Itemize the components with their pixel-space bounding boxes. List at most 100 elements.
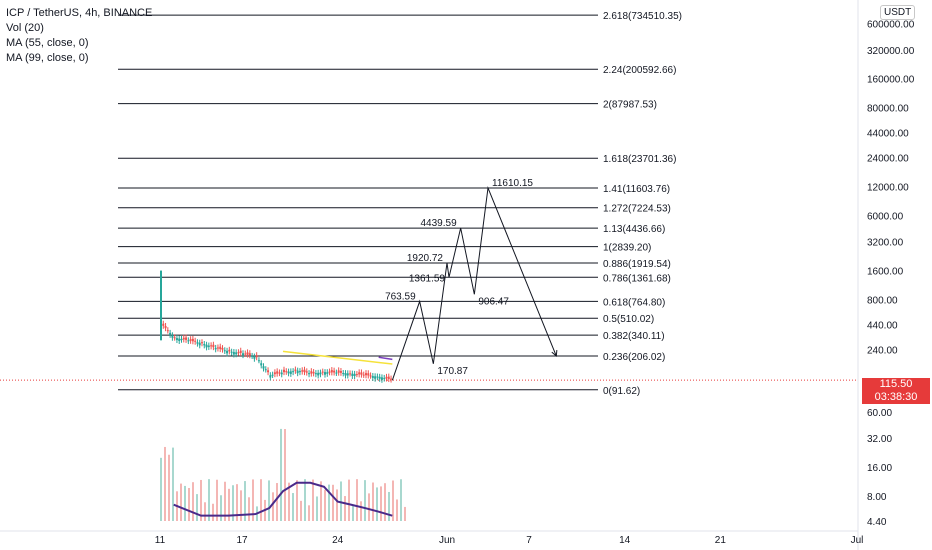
price-axis-tick-label: 1200000.00 xyxy=(867,0,920,2)
fib-level-label: 1.272(7224.53) xyxy=(603,204,671,215)
volume-bar xyxy=(392,480,394,521)
candle-body xyxy=(346,373,349,376)
volume-bar xyxy=(300,500,302,521)
candle-body xyxy=(324,372,326,375)
candle-body xyxy=(230,351,233,353)
candle-body xyxy=(374,376,377,379)
volume-axis-tick-label: 4.40 xyxy=(867,517,887,528)
candle-body xyxy=(237,352,240,354)
candle-body xyxy=(246,352,249,355)
candle-body xyxy=(210,345,213,347)
projection-point-label: 4439.59 xyxy=(421,218,458,229)
fib-level-label: 0.886(1919.54) xyxy=(603,259,671,270)
candle-body xyxy=(212,344,215,348)
candle-body xyxy=(201,342,203,344)
candle-body xyxy=(260,363,263,366)
volume-bar xyxy=(204,502,206,521)
volume-bar xyxy=(372,482,374,521)
volume-bar xyxy=(340,481,342,521)
time-axis-tick-label: 17 xyxy=(236,535,248,546)
projection-arrow-head xyxy=(551,349,558,358)
candle-body xyxy=(189,339,192,341)
candle-body xyxy=(296,370,299,374)
candle-body xyxy=(178,338,181,342)
candle-body xyxy=(214,347,217,350)
candle-body xyxy=(385,376,388,379)
price-axis-tick-label: 24000.00 xyxy=(867,154,909,165)
volume-bar xyxy=(220,495,222,521)
volume-bar xyxy=(396,499,398,521)
projection-point-label: 170.87 xyxy=(437,366,468,377)
fib-level-label: 0.382(340.11) xyxy=(603,331,665,342)
volume-axis-tick-label: 8.00 xyxy=(867,492,887,503)
candle-body xyxy=(269,375,272,378)
volume-bar xyxy=(276,483,278,521)
candle-body xyxy=(335,372,338,374)
volume-bar xyxy=(304,479,306,521)
volume-bar xyxy=(356,479,358,521)
candle-body xyxy=(276,371,279,374)
fib-level-label: 2(87987.53) xyxy=(603,100,657,111)
candle-body xyxy=(328,371,331,373)
volume-bar xyxy=(268,480,270,521)
candle-body xyxy=(271,374,274,376)
price-axis-tick-label: 160000.00 xyxy=(867,75,915,86)
ma55-indicator-label[interactable]: MA (55, close, 0) xyxy=(6,37,89,49)
candle-body xyxy=(365,373,367,376)
candle-body xyxy=(221,348,224,350)
candle-body xyxy=(267,370,270,373)
candle-body xyxy=(326,372,329,374)
candle-body xyxy=(239,350,242,353)
fib-level-label: 1.618(23701.36) xyxy=(603,154,676,165)
fib-level-label: 0.786(1361.68) xyxy=(603,273,671,284)
volume-indicator-label[interactable]: Vol (20) xyxy=(6,22,44,34)
candle-body xyxy=(235,352,238,355)
candle-body xyxy=(369,375,372,377)
volume-bar xyxy=(348,479,350,521)
symbol-title[interactable]: ICP / TetherUS, 4h, BINANCE xyxy=(6,7,153,19)
ma99-indicator-label[interactable]: MA (99, close, 0) xyxy=(6,52,89,64)
volume-bar xyxy=(164,446,166,521)
candle-body xyxy=(278,372,281,374)
volume-bar xyxy=(192,482,194,521)
last-price-badge: 115.50 03:38:30 xyxy=(862,378,930,404)
volume-bar xyxy=(336,489,338,521)
volume-bar xyxy=(212,503,214,521)
price-axis-tick-label: 240.00 xyxy=(867,346,898,357)
time-axis-tick-label: 11 xyxy=(155,535,166,546)
ma99-line xyxy=(378,356,393,361)
candle-body xyxy=(264,369,267,371)
price-axis-tick-label: 320000.00 xyxy=(867,46,915,57)
price-axis-tick-label: 6000.00 xyxy=(867,211,904,222)
candle-body xyxy=(244,353,247,355)
candle-body xyxy=(182,337,185,340)
projection-path xyxy=(391,186,557,381)
volume-bar xyxy=(400,479,402,521)
volume-bar xyxy=(324,489,326,521)
candle-body xyxy=(303,369,306,373)
volume-bar xyxy=(252,479,254,521)
volume-axis-tick-label: 16.00 xyxy=(867,463,892,474)
volume-bar xyxy=(280,428,282,521)
candle-body xyxy=(185,337,188,340)
price-axis-tick-label: 600000.00 xyxy=(867,20,915,31)
candle-body xyxy=(198,342,201,346)
volume-axis-tick-label: 60.00 xyxy=(867,408,892,419)
volume-bar xyxy=(216,479,218,521)
volume-bar xyxy=(168,454,170,521)
volume-bar xyxy=(188,487,190,521)
currency-unit-badge[interactable]: USDT xyxy=(880,5,916,20)
candle-body xyxy=(228,349,231,352)
volume-bar xyxy=(208,479,210,521)
price-axis-tick-label: 440.00 xyxy=(867,320,898,331)
candle-body xyxy=(232,352,235,355)
candle-body xyxy=(251,355,254,357)
candle-body xyxy=(169,332,172,335)
volume-bar xyxy=(248,497,250,521)
candle-body xyxy=(203,344,206,346)
candle-body xyxy=(289,371,292,374)
candle-body xyxy=(175,338,178,341)
candle-body xyxy=(196,342,199,344)
volume-bar xyxy=(236,484,238,521)
